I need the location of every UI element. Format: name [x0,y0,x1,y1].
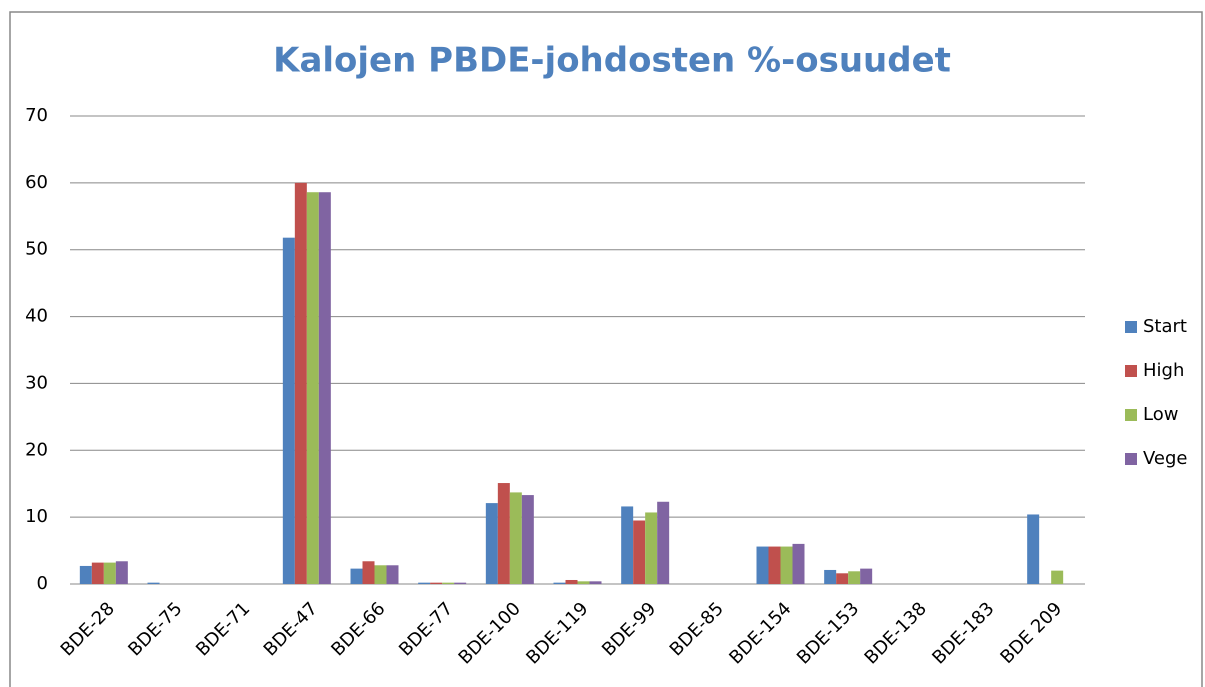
bar [553,582,566,584]
legend-label: Vege [1143,448,1188,469]
bar [294,182,307,584]
bar [768,546,781,584]
y-tick-label: 10 [25,506,48,527]
bar [282,237,295,584]
bar [836,573,849,584]
legend-swatch [1125,321,1137,333]
bar [521,495,534,584]
y-tick-label: 20 [25,439,48,460]
legend-swatch [1125,365,1137,377]
bar [792,543,805,584]
bar [485,503,498,584]
bar [780,546,793,584]
y-tick-label: 60 [25,172,48,193]
bar [350,568,363,584]
bar [79,565,92,584]
bar [824,569,837,584]
y-tick-label: 0 [37,573,48,594]
legend-label: High [1143,360,1184,381]
bar [497,483,510,584]
bar [633,520,646,584]
legend-swatch [1125,409,1137,421]
legend-label: Start [1143,316,1187,337]
bar [645,512,658,584]
y-tick-label: 40 [25,306,48,327]
bar [1051,570,1064,584]
legend-swatch [1125,453,1137,465]
chart-frame [9,11,1203,687]
y-tick-label: 70 [25,105,48,126]
bar [386,565,399,584]
bar [306,192,319,584]
bar [1027,514,1040,584]
bar [442,582,455,584]
bar [454,582,467,584]
bar [430,582,443,584]
bar [589,581,602,584]
bar [147,582,160,584]
bar [657,501,670,584]
bar [91,562,104,584]
bar [362,561,375,584]
bar [374,565,387,584]
chart-title: Kalojen PBDE-johdosten %-osuudet [273,41,951,81]
bar [115,561,128,584]
legend-label: Low [1143,404,1178,425]
bar [509,492,522,584]
y-tick-label: 30 [25,372,48,393]
bar [318,192,331,584]
bar [418,582,431,584]
y-tick-label: 50 [25,239,48,260]
bar [577,581,590,584]
bar [860,568,873,584]
bar [756,546,769,584]
bar [621,506,634,584]
bar [565,579,578,584]
bar [103,562,116,584]
bar [848,571,861,584]
